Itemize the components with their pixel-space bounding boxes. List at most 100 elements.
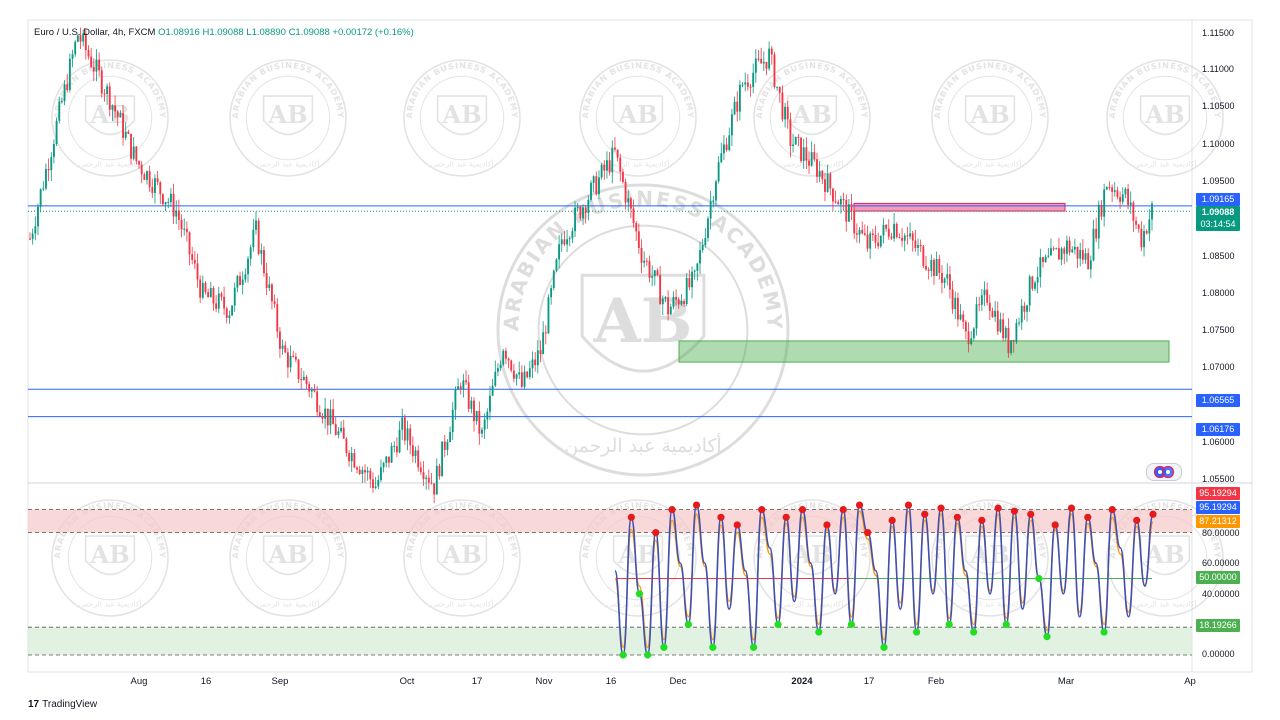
watermark-ring [931, 499, 1049, 617]
candle-body [1018, 322, 1020, 324]
low-value: L1.08890 [246, 27, 286, 38]
time-label: 17 [471, 676, 483, 687]
watermark-ring [579, 59, 697, 177]
watermark-ring [403, 59, 521, 177]
oversold-dot [660, 643, 668, 651]
candle-body [92, 67, 95, 72]
candle-body [316, 391, 319, 413]
candle-body [1113, 190, 1116, 192]
candle-body [318, 412, 321, 417]
candle-body [457, 386, 459, 390]
candle-body [82, 33, 85, 42]
candle-body [417, 450, 420, 468]
candle-body [1095, 228, 1098, 239]
candle-body [956, 297, 959, 320]
candle-body [449, 432, 452, 443]
watermark-monogram: AB [969, 540, 1010, 569]
tradingview-logo[interactable]: 17 TradingView [28, 699, 97, 710]
candle-body [592, 176, 595, 183]
candle-body [451, 409, 454, 433]
candle-body [140, 164, 143, 175]
candle-body [138, 161, 140, 165]
candle-body [1127, 188, 1130, 205]
candle-body [576, 206, 579, 208]
candle-body [789, 119, 792, 147]
watermark-monogram: AB [89, 540, 130, 569]
indicator-toggle-button[interactable] [1146, 463, 1182, 481]
candle-body [45, 168, 47, 189]
candle-body [114, 105, 117, 112]
watermark-arabic-text: أكاديمية عبد الرحمن [257, 159, 320, 169]
candle-body [672, 296, 675, 307]
candle-body [832, 188, 834, 202]
candle-body [1039, 257, 1042, 278]
candle-body [786, 106, 789, 120]
candle-body [1119, 197, 1122, 202]
candle-body [37, 206, 39, 227]
candle-body [637, 231, 640, 249]
candle-body [353, 452, 356, 468]
price-tick: 1.07000 [1202, 362, 1235, 372]
watermark-ring [496, 183, 790, 477]
candle-body [1137, 224, 1140, 229]
candle-body [664, 297, 667, 299]
watermark-shield-icon [786, 535, 838, 576]
candle-body [752, 72, 755, 87]
resistance-price-tag: 1.09165 [1196, 193, 1240, 206]
candle-body [975, 304, 978, 329]
candle-body [244, 274, 247, 280]
candle-body [395, 446, 398, 453]
candle-body [778, 86, 781, 93]
candle-body [651, 276, 654, 278]
candle-body [776, 86, 779, 88]
candle-body [882, 224, 885, 236]
candle-body [688, 278, 691, 288]
support-zone [678, 340, 1170, 363]
watermark-inner-ring [1122, 75, 1208, 161]
oversold-dot [945, 620, 953, 629]
candle-body [935, 259, 938, 276]
candle-body [154, 178, 156, 193]
candle-body [369, 470, 372, 480]
watermark-monogram: AB [617, 100, 658, 129]
candle-body [79, 35, 82, 42]
overbought-dot [692, 501, 701, 509]
watermark-monogram: AB [441, 100, 482, 129]
candle-body [933, 260, 935, 276]
watermark-arabic-text: أكاديمية عبد الرحمن [1134, 599, 1197, 609]
candle-body [438, 465, 441, 477]
watermark-monogram: AB [617, 540, 658, 569]
candle-body [1023, 305, 1026, 312]
candle-body [941, 273, 943, 283]
candle-body [146, 171, 148, 180]
candle-body [430, 482, 433, 484]
watermark-ring [753, 499, 871, 617]
candle-body [542, 332, 545, 355]
candle-body [422, 472, 425, 479]
candle-body [643, 260, 646, 263]
candle-body [1081, 249, 1084, 260]
watermark-arabic-text: أكاديمية عبد الرحمن [781, 599, 844, 609]
candle-body [547, 297, 550, 334]
candle-body [635, 223, 638, 232]
candle-body [281, 345, 284, 349]
candle-body [1052, 248, 1055, 250]
candle-body [824, 179, 826, 192]
candle-body [1034, 282, 1036, 289]
overbought-dot [798, 506, 807, 514]
watermark-inner-ring [67, 75, 153, 161]
time-label: Ap [1184, 676, 1196, 687]
candle-body [919, 244, 922, 247]
watermark-ring [1106, 59, 1224, 177]
candle-body [879, 235, 882, 247]
time-label: 16 [200, 676, 212, 687]
candle-body [84, 33, 87, 51]
candle-body [1151, 203, 1153, 220]
candle-body [1116, 190, 1119, 198]
candle-body [741, 84, 744, 86]
candle-body [988, 302, 991, 311]
price-tick: 1.07500 [1202, 325, 1235, 335]
candle-body [850, 204, 853, 212]
